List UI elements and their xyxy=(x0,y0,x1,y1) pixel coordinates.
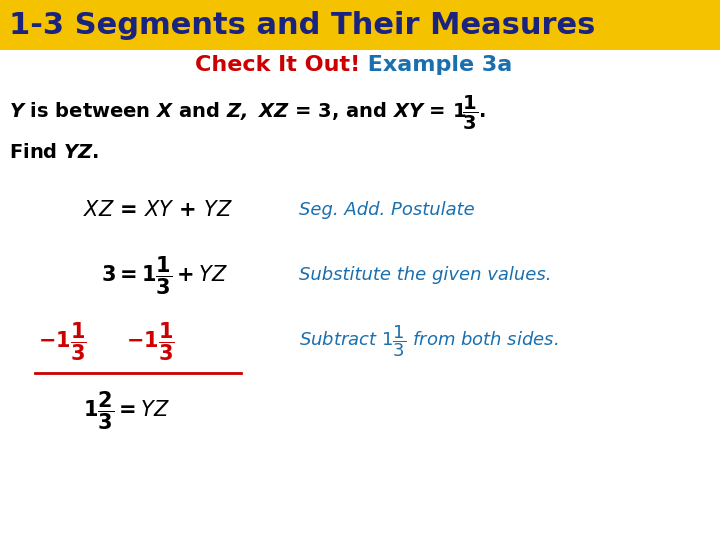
Text: $\mathit{XZ}$ = $\mathit{XY}$ + $\mathit{YZ}$: $\mathit{XZ}$ = $\mathit{XY}$ + $\mathit… xyxy=(83,199,233,220)
Text: Example 3a: Example 3a xyxy=(360,55,512,75)
Text: Substitute the given values.: Substitute the given values. xyxy=(299,266,552,285)
Text: Subtract $\mathit{1\dfrac{1}{3}}$ from both sides.: Subtract $\mathit{1\dfrac{1}{3}}$ from b… xyxy=(299,323,558,359)
Text: Check It Out!: Check It Out! xyxy=(194,55,360,75)
Text: $\bfit{Y}$ is between $\bfit{X}$ and $\bfit{Z, }$ $\bfit{XZ}$ = 3, and $\bfit{XY: $\bfit{Y}$ is between $\bfit{X}$ and $\b… xyxy=(9,94,486,132)
Text: $\mathbf{3 = 1\dfrac{1}{3} + \mathit{YZ}}$: $\mathbf{3 = 1\dfrac{1}{3} + \mathit{YZ}… xyxy=(101,254,228,296)
Text: Seg. Add. Postulate: Seg. Add. Postulate xyxy=(299,200,474,219)
Text: $\mathbf{-1\dfrac{1}{3}}$: $\mathbf{-1\dfrac{1}{3}}$ xyxy=(38,320,86,362)
Text: $\mathbf{1\dfrac{2}{3} = \mathit{YZ}}$: $\mathbf{1\dfrac{2}{3} = \mathit{YZ}}$ xyxy=(83,389,169,431)
Text: $\mathbf{-1\dfrac{1}{3}}$: $\mathbf{-1\dfrac{1}{3}}$ xyxy=(126,320,174,362)
Text: 1-3 Segments and Their Measures: 1-3 Segments and Their Measures xyxy=(9,11,595,39)
Text: Find $\bfit{YZ}$.: Find $\bfit{YZ}$. xyxy=(9,143,99,162)
